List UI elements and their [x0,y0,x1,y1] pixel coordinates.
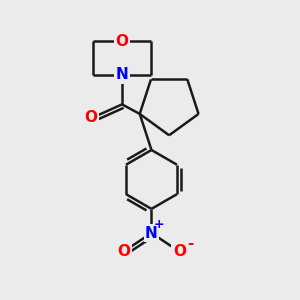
Text: O: O [116,34,128,49]
Text: O: O [117,244,130,259]
Text: O: O [85,110,98,125]
Text: N: N [116,68,128,82]
Text: +: + [154,218,164,231]
Text: -: - [188,236,194,251]
Text: O: O [173,244,186,259]
Text: N: N [145,226,158,241]
